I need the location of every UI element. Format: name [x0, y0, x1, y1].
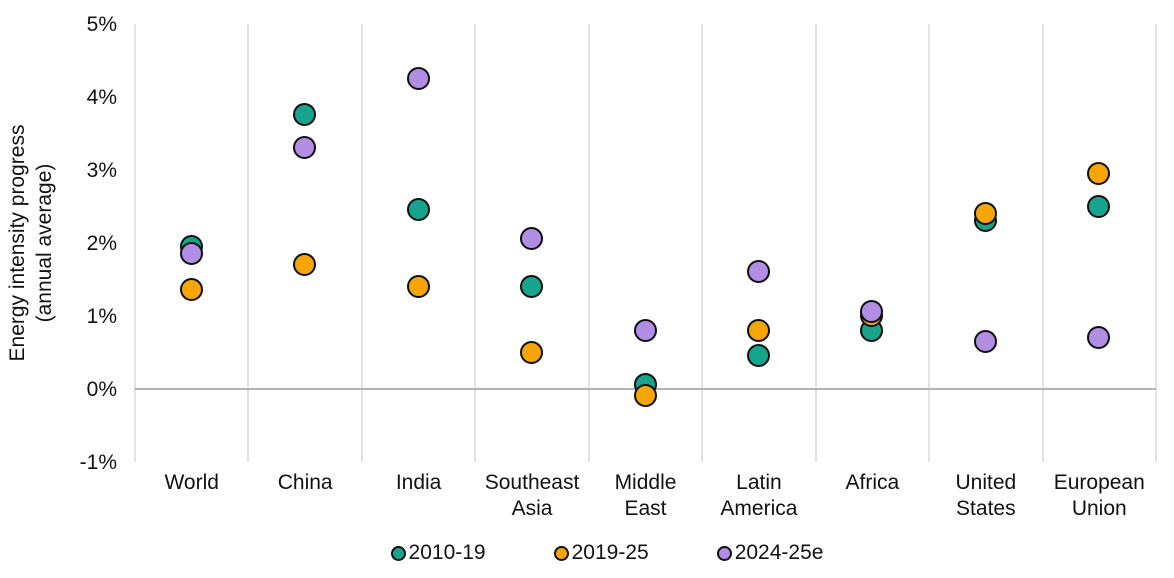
data-point-2010-19-latin-america — [746, 344, 770, 368]
vertical-gridline — [928, 24, 931, 462]
vertical-gridline — [247, 24, 250, 462]
data-point-2019-25-european-union — [1087, 161, 1111, 185]
legend-item-2010-19: 2010-19 — [390, 541, 486, 565]
legend-marker-icon — [553, 545, 569, 561]
category-label-line: China — [277, 471, 333, 494]
category-label-line: Africa — [845, 471, 900, 494]
category-label-latin-america: Latin America — [694, 470, 824, 522]
category-label-line: United — [955, 471, 1017, 494]
data-point-2019-25-united-states — [973, 201, 997, 225]
y-tick-label: 1% — [86, 305, 117, 328]
category-label-world: World — [127, 470, 257, 496]
vertical-gridline — [474, 24, 477, 462]
data-point-2010-19-china — [293, 103, 317, 127]
vertical-gridline — [1155, 24, 1157, 462]
data-point-2024-25e-world — [179, 241, 203, 265]
data-point-2019-25-china — [293, 252, 317, 276]
y-tick-label: 3% — [86, 159, 117, 182]
category-label-africa: Africa — [807, 470, 937, 496]
category-label-line: Middle — [614, 471, 677, 494]
category-label-middle-east: Middle East — [581, 470, 711, 522]
category-label-european-union: European Union — [1034, 470, 1164, 522]
legend-marker-icon — [716, 545, 732, 561]
legend-item-2019-25: 2019-25 — [553, 541, 649, 565]
data-point-2024-25e-european-union — [1087, 325, 1111, 349]
category-label-line: India — [395, 471, 442, 494]
category-label-southeast-asia: Southeast Asia — [467, 470, 597, 522]
data-point-2024-25e-middle-east — [633, 318, 657, 342]
category-label-china: China — [240, 470, 370, 496]
y-tick-label: 5% — [86, 13, 117, 36]
vertical-gridline — [701, 24, 704, 462]
data-point-2019-25-india — [406, 274, 430, 298]
category-label-line: Union — [1071, 497, 1127, 520]
data-point-2019-25-latin-america — [746, 318, 770, 342]
data-point-2010-19-southeast-asia — [520, 274, 544, 298]
y-tick-label: -1% — [79, 451, 117, 474]
category-label-line: East — [624, 497, 667, 520]
y-tick-label: 0% — [86, 378, 117, 401]
category-label-line: European — [1053, 471, 1145, 494]
data-point-2024-25e-africa — [860, 300, 884, 324]
category-label-line: States — [956, 497, 1016, 520]
category-label-line: World — [164, 471, 219, 494]
data-point-2019-25-southeast-asia — [520, 340, 544, 364]
y-tick-label: 4% — [86, 86, 117, 109]
legend-label: 2024-25e — [734, 541, 824, 564]
vertical-gridline — [134, 24, 136, 462]
vertical-gridline — [1041, 24, 1044, 462]
vertical-gridline — [814, 24, 817, 462]
category-label-india: India — [354, 470, 484, 496]
legend-item-2024-25e: 2024-25e — [716, 541, 824, 565]
data-point-2024-25e-india — [406, 66, 430, 90]
legend-label: 2019-25 — [571, 541, 649, 564]
data-point-2010-19-india — [406, 198, 430, 222]
data-point-2024-25e-china — [293, 136, 317, 160]
vertical-gridline — [587, 24, 590, 462]
data-point-2019-25-world — [179, 278, 203, 302]
data-point-2024-25e-southeast-asia — [520, 227, 544, 251]
category-label-line: Latin — [736, 471, 782, 494]
data-point-2024-25e-united-states — [973, 329, 997, 353]
category-label-line: Southeast — [484, 471, 580, 494]
data-point-2010-19-european-union — [1087, 194, 1111, 218]
legend: 2010-19 2019-25 2024-25e — [0, 541, 1174, 565]
data-point-2019-25-middle-east — [633, 384, 657, 408]
y-axis-title-line1: Energy intensity progress — [6, 124, 29, 362]
legend-marker-icon — [390, 545, 406, 561]
category-label-line: Asia — [511, 497, 553, 520]
y-tick-label: 2% — [86, 232, 117, 255]
vertical-gridline — [360, 24, 363, 462]
legend-label: 2010-19 — [408, 541, 486, 564]
category-label-united-states: United States — [921, 470, 1051, 522]
data-point-2024-25e-latin-america — [746, 260, 770, 284]
category-label-line: America — [720, 497, 798, 520]
